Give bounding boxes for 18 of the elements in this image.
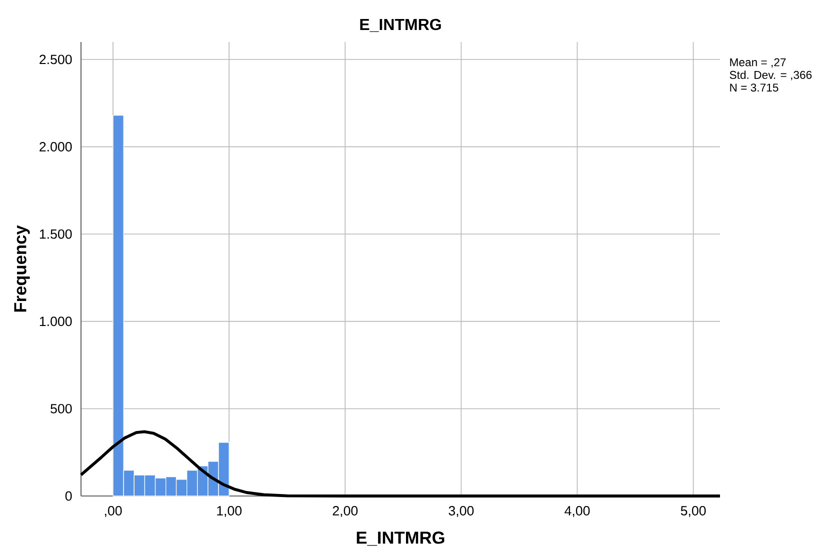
x-tick-label: 3,00 [448, 506, 474, 518]
y-tick-label: 0 [65, 491, 72, 501]
y-tick-label: 2.000 [40, 142, 72, 152]
text: N = 3.715 [730, 84, 778, 92]
y-tick-label: 1.500 [40, 229, 72, 239]
y-tick-label: 500 [50, 404, 72, 414]
x-axis-title: E_INTMRG [356, 532, 444, 546]
x-tick-label: 4,00 [564, 506, 590, 518]
x-tick-label: 1,00 [217, 506, 242, 518]
y-tick-label: 1.000 [40, 316, 72, 326]
x-tick-label: 2,00 [332, 506, 358, 518]
chart-title: E_INTMRG [360, 18, 441, 32]
y-tick-label: 2.500 [40, 54, 72, 64]
x-tick-label: 5,00 [680, 506, 706, 518]
y-axis-title: Frequency [14, 225, 30, 312]
x-tick-label: ,00 [104, 506, 122, 518]
text: Mean = ,27 [730, 58, 786, 68]
text: Std. Dev. = ,366 [730, 70, 812, 80]
